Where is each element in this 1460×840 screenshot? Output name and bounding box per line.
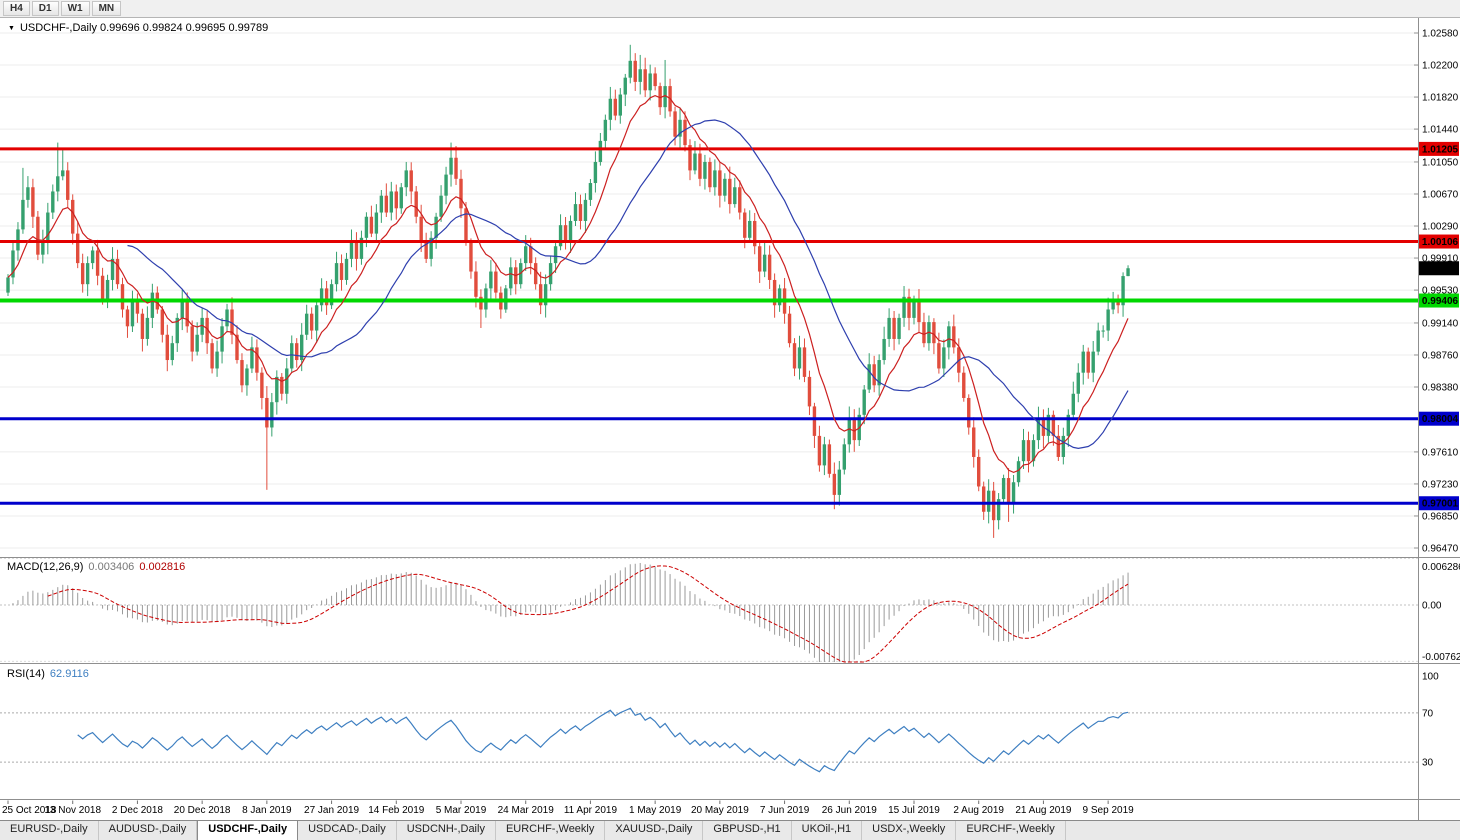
- svg-text:14 Feb 2019: 14 Feb 2019: [368, 805, 425, 816]
- svg-text:0.98380: 0.98380: [1422, 383, 1459, 394]
- svg-text:0.99530: 0.99530: [1422, 286, 1459, 297]
- svg-text:5 Mar 2019: 5 Mar 2019: [436, 805, 487, 816]
- svg-text:1.01050: 1.01050: [1422, 157, 1459, 168]
- svg-text:0.96470: 0.96470: [1422, 543, 1459, 554]
- chart-tab-2[interactable]: USDCHF-,Daily: [197, 821, 299, 840]
- svg-text:1 May 2019: 1 May 2019: [629, 805, 682, 816]
- chart-canvas[interactable]: 1.02580 1.02200 1.01820 1.01440 1.01050 1.006…: [0, 18, 1460, 820]
- svg-text:-0.00762: -0.00762: [1422, 652, 1460, 663]
- svg-text:100: 100: [1422, 672, 1439, 683]
- timeframe-button-h4[interactable]: H4: [3, 1, 30, 16]
- chart-window: 1.02580 1.02200 1.01820 1.01440 1.01050 1.006…: [0, 18, 1460, 820]
- timeframe-button-mn[interactable]: MN: [91, 1, 122, 16]
- svg-text:8 Jan 2019: 8 Jan 2019: [242, 805, 292, 816]
- chart-tab-0[interactable]: EURUSD-,Daily: [0, 821, 99, 840]
- svg-text:0.98760: 0.98760: [1422, 350, 1459, 361]
- svg-text:70: 70: [1422, 708, 1434, 719]
- svg-text:1.01205: 1.01205: [1422, 144, 1459, 155]
- svg-text:15 Jul 2019: 15 Jul 2019: [888, 805, 940, 816]
- chart-tab-4[interactable]: USDCNH-,Daily: [396, 821, 496, 840]
- svg-text:25 Oct 2018: 25 Oct 2018: [2, 805, 57, 816]
- svg-text:2 Aug 2019: 2 Aug 2019: [953, 805, 1004, 816]
- svg-text:30: 30: [1422, 758, 1434, 769]
- chart-tab-7[interactable]: GBPUSD-,H1: [703, 821, 792, 840]
- svg-text:7 Jun 2019: 7 Jun 2019: [760, 805, 810, 816]
- timeframe-button-d1[interactable]: D1: [31, 1, 59, 16]
- chart-tab-1[interactable]: AUDUSD-,Daily: [98, 821, 198, 840]
- svg-text:26 Jun 2019: 26 Jun 2019: [822, 805, 877, 816]
- svg-text:13 Nov 2018: 13 Nov 2018: [44, 805, 101, 816]
- svg-text:0.99789: 0.99789: [1422, 264, 1459, 275]
- svg-text:0.99910: 0.99910: [1422, 254, 1459, 265]
- chart-menu-icon[interactable]: ▼: [8, 24, 15, 32]
- timeframe-toolbar: H4 D1 W1 MN: [0, 0, 1460, 18]
- svg-text:0.006286: 0.006286: [1422, 562, 1460, 573]
- svg-text:0.97610: 0.97610: [1422, 447, 1459, 458]
- svg-text:2 Dec 2018: 2 Dec 2018: [112, 805, 164, 816]
- svg-text:0.97001: 0.97001: [1422, 499, 1459, 510]
- chart-tab-6[interactable]: XAUUSD-,Daily: [605, 821, 704, 840]
- svg-text:9 Sep 2019: 9 Sep 2019: [1083, 805, 1135, 816]
- svg-text:1.02580: 1.02580: [1422, 29, 1459, 40]
- svg-text:0.98004: 0.98004: [1422, 414, 1459, 425]
- svg-text:0.99406: 0.99406: [1422, 296, 1459, 307]
- svg-text:0.96850: 0.96850: [1422, 511, 1459, 522]
- svg-text:1.00106: 1.00106: [1422, 237, 1459, 248]
- chart-tabs: EURUSD-,Daily AUDUSD-,Daily USDCHF-,Daily U…: [0, 820, 1460, 840]
- svg-text:0.97230: 0.97230: [1422, 479, 1459, 490]
- svg-text:20 May 2019: 20 May 2019: [691, 805, 749, 816]
- svg-text:1.02200: 1.02200: [1422, 61, 1459, 72]
- chart-tab-3[interactable]: USDCAD-,Daily: [298, 821, 397, 840]
- svg-text:1.01440: 1.01440: [1422, 125, 1459, 136]
- svg-text:0.00: 0.00: [1422, 601, 1442, 612]
- chart-tab-10[interactable]: EURCHF-,Weekly: [956, 821, 1066, 840]
- svg-text:24 Mar 2019: 24 Mar 2019: [498, 805, 555, 816]
- timeframe-button-w1[interactable]: W1: [60, 1, 90, 16]
- svg-text:0.99140: 0.99140: [1422, 318, 1459, 329]
- svg-text:21 Aug 2019: 21 Aug 2019: [1015, 805, 1072, 816]
- svg-text:1.01820: 1.01820: [1422, 93, 1459, 104]
- svg-text:1.00670: 1.00670: [1422, 189, 1459, 200]
- svg-text:11 Apr 2019: 11 Apr 2019: [564, 805, 618, 816]
- chart-tab-5[interactable]: EURCHF-,Weekly: [495, 821, 606, 840]
- svg-text:20 Dec 2018: 20 Dec 2018: [174, 805, 231, 816]
- svg-text:27 Jan 2019: 27 Jan 2019: [304, 805, 359, 816]
- chart-tab-9[interactable]: USDX-,Weekly: [862, 821, 957, 840]
- svg-text:1.00290: 1.00290: [1422, 222, 1459, 233]
- chart-tab-8[interactable]: UKOil-,H1: [791, 821, 863, 840]
